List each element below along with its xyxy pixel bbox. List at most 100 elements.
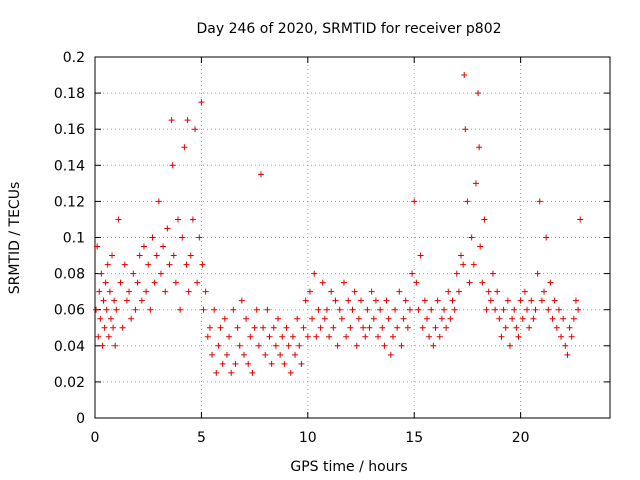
data-point bbox=[330, 324, 337, 331]
data-point bbox=[349, 306, 356, 313]
data-point bbox=[475, 90, 482, 97]
data-point bbox=[406, 306, 413, 313]
data-points bbox=[93, 72, 584, 376]
data-point bbox=[526, 324, 533, 331]
data-point bbox=[217, 324, 224, 331]
data-point bbox=[192, 126, 199, 133]
data-point bbox=[306, 288, 313, 295]
data-point bbox=[110, 324, 117, 331]
data-point bbox=[202, 288, 209, 295]
data-point bbox=[228, 369, 235, 376]
data-point bbox=[100, 297, 107, 304]
data-point bbox=[319, 279, 326, 286]
data-point bbox=[472, 180, 479, 187]
x-tick-label: 10 bbox=[299, 430, 317, 446]
data-point bbox=[170, 252, 177, 259]
data-point bbox=[400, 315, 407, 322]
data-point bbox=[500, 306, 507, 313]
x-axis-label: GPS time / hours bbox=[290, 459, 407, 475]
data-point bbox=[147, 306, 154, 313]
data-point bbox=[468, 234, 475, 241]
data-point bbox=[317, 324, 324, 331]
data-point bbox=[515, 333, 522, 340]
data-point bbox=[387, 351, 394, 358]
data-point bbox=[558, 333, 565, 340]
data-point bbox=[226, 333, 233, 340]
data-point bbox=[451, 306, 458, 313]
data-point bbox=[343, 333, 350, 340]
data-point bbox=[160, 243, 167, 250]
data-point bbox=[183, 261, 190, 268]
data-point bbox=[260, 324, 267, 331]
data-point bbox=[466, 279, 473, 286]
data-point bbox=[304, 333, 311, 340]
data-point bbox=[498, 333, 505, 340]
data-point bbox=[547, 279, 554, 286]
data-point bbox=[368, 288, 375, 295]
data-point bbox=[509, 315, 516, 322]
data-point bbox=[575, 306, 582, 313]
data-point bbox=[336, 306, 343, 313]
data-point bbox=[126, 288, 133, 295]
data-point bbox=[385, 315, 392, 322]
data-point bbox=[396, 288, 403, 295]
data-point bbox=[353, 342, 360, 349]
data-point bbox=[247, 333, 254, 340]
data-point bbox=[481, 216, 488, 223]
data-point bbox=[198, 99, 205, 106]
data-point bbox=[560, 315, 567, 322]
data-point bbox=[279, 333, 286, 340]
data-point bbox=[555, 306, 562, 313]
data-point bbox=[140, 243, 147, 250]
data-point bbox=[519, 315, 526, 322]
data-point bbox=[172, 279, 179, 286]
data-point bbox=[136, 252, 143, 259]
data-point bbox=[423, 315, 430, 322]
data-point bbox=[328, 288, 335, 295]
data-point bbox=[289, 333, 296, 340]
data-point bbox=[309, 315, 316, 322]
x-tick-label: 5 bbox=[197, 430, 206, 446]
data-point bbox=[238, 297, 245, 304]
data-point bbox=[243, 315, 250, 322]
data-point bbox=[534, 270, 541, 277]
data-point bbox=[355, 315, 362, 322]
data-point bbox=[345, 297, 352, 304]
x-tick-label: 20 bbox=[512, 430, 530, 446]
data-point bbox=[168, 117, 175, 124]
data-point bbox=[169, 162, 176, 169]
data-point bbox=[249, 369, 256, 376]
data-point bbox=[449, 297, 456, 304]
data-point bbox=[300, 324, 307, 331]
data-point bbox=[417, 252, 424, 259]
data-point bbox=[97, 315, 104, 322]
data-point bbox=[95, 333, 102, 340]
data-point bbox=[566, 324, 573, 331]
data-point bbox=[187, 252, 194, 259]
data-point bbox=[502, 324, 509, 331]
data-point bbox=[358, 297, 365, 304]
data-point bbox=[101, 324, 108, 331]
data-point bbox=[155, 198, 162, 205]
y-tick-label: 0.2 bbox=[63, 50, 85, 66]
data-point bbox=[94, 243, 101, 250]
data-point bbox=[462, 126, 469, 133]
data-point bbox=[111, 297, 118, 304]
data-point bbox=[470, 261, 477, 268]
data-point bbox=[494, 288, 501, 295]
data-point bbox=[200, 306, 207, 313]
data-point bbox=[143, 288, 150, 295]
data-point bbox=[230, 306, 237, 313]
data-point bbox=[455, 288, 462, 295]
data-point bbox=[413, 279, 420, 286]
data-point bbox=[334, 342, 341, 349]
data-point bbox=[379, 324, 386, 331]
data-point bbox=[221, 315, 228, 322]
data-point bbox=[375, 333, 382, 340]
data-point bbox=[564, 351, 571, 358]
data-point bbox=[483, 306, 490, 313]
y-tick-label: 0.16 bbox=[54, 122, 85, 138]
data-point bbox=[272, 342, 279, 349]
data-point bbox=[577, 216, 584, 223]
data-point bbox=[513, 324, 520, 331]
